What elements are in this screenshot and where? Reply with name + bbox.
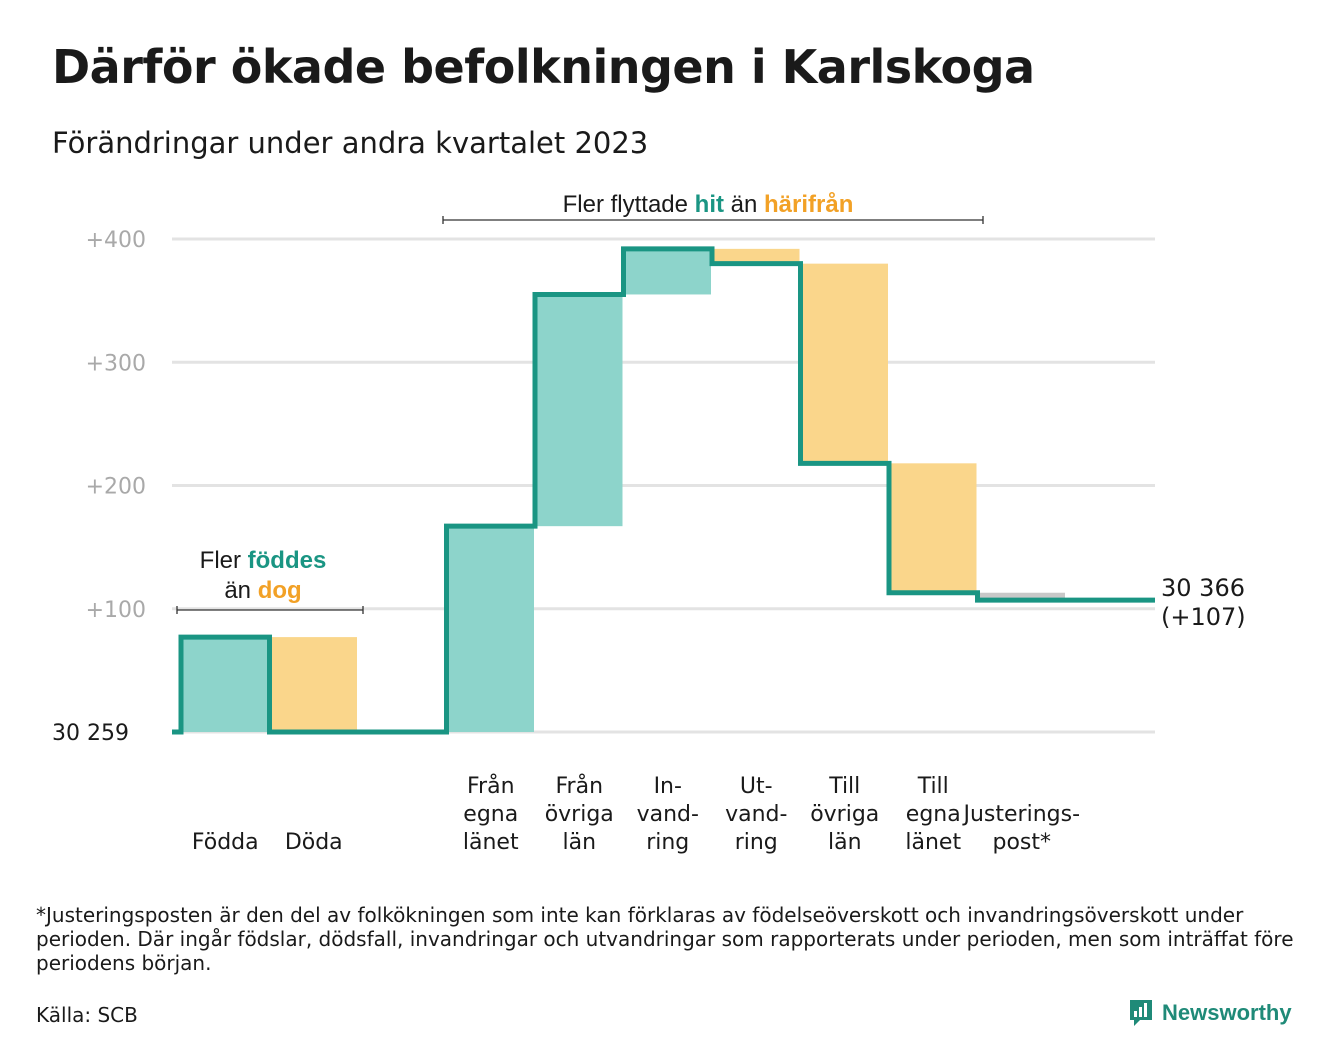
end-value-label: (+107) xyxy=(1161,603,1246,631)
category-label: In- xyxy=(654,774,682,799)
annotation-births: Fler föddes än dog xyxy=(176,547,364,614)
category-label: län xyxy=(828,830,862,855)
category-label: ring xyxy=(735,830,778,855)
annotation-part: än xyxy=(724,191,764,218)
category-label: Döda xyxy=(285,830,343,855)
bar-ut-vand-ring xyxy=(713,248,800,264)
annotation-part: föddes xyxy=(248,547,327,574)
bar-från-övriga-län xyxy=(536,294,623,527)
category-label: övriga xyxy=(810,802,879,827)
y-tick-label: +400 xyxy=(86,228,146,253)
category-label: län xyxy=(562,830,596,855)
category-label: Justerings- xyxy=(961,802,1080,827)
bar-födda xyxy=(182,637,269,732)
category-label: Födda xyxy=(192,830,259,855)
bar-justerings-post- xyxy=(978,592,1065,600)
category-label: post* xyxy=(992,830,1051,855)
annotation-text: Fler flyttade hit än härifrån xyxy=(563,191,854,218)
category-label: länet xyxy=(463,830,519,855)
waterfall-chart: +100 +200 +300 +400 Födda Döda Från egna länet Fr… xyxy=(52,191,1246,855)
chart-title: Därför ökade befolkningen i Karlskoga xyxy=(52,40,1035,94)
category-label: egna xyxy=(463,802,518,827)
annotation-text: än dog xyxy=(224,577,301,604)
y-tick-label: +200 xyxy=(86,475,146,500)
annotation-part: härifrån xyxy=(764,191,853,218)
category-label: egna xyxy=(906,802,961,827)
annotation-part: än xyxy=(224,577,257,604)
category-label: Till xyxy=(828,774,860,799)
start-value-label: 30 259 xyxy=(52,721,129,746)
brand-name: Newsworthy xyxy=(1162,1000,1292,1025)
bar-döda xyxy=(270,637,357,732)
category-label: Till xyxy=(917,774,949,799)
footnote: *Justeringsposten är den del av folkökni… xyxy=(36,903,1294,975)
annotation-part: Fler flyttade xyxy=(563,191,695,218)
annotation-text: Fler föddes xyxy=(200,547,327,574)
end-value-label: 30 366 xyxy=(1161,574,1245,602)
category-label: ring xyxy=(646,830,689,855)
category-label: övriga xyxy=(545,802,614,827)
category-label: Från xyxy=(467,773,515,799)
cumulative-step-line xyxy=(172,246,1155,735)
annotation-part: dog xyxy=(258,577,302,604)
chart-subtitle: Förändringar under andra kvartalet 2023 xyxy=(52,126,649,160)
y-tick-label: +300 xyxy=(86,351,146,376)
annotation-migration: Fler flyttade hit än härifrån xyxy=(442,191,984,224)
category-label: Ut- xyxy=(740,774,773,799)
category-label: länet xyxy=(905,830,961,855)
category-label: vand- xyxy=(637,802,699,827)
bar-till-övriga-län xyxy=(801,263,888,464)
bar-in-vand-ring xyxy=(624,248,711,295)
source-note: Källa: SCB xyxy=(36,1003,138,1027)
y-tick-label: +100 xyxy=(86,598,146,623)
annotation-part: hit xyxy=(695,191,724,218)
annotation-part: Fler xyxy=(200,547,248,574)
brand-logo: Newsworthy xyxy=(1128,998,1292,1028)
category-label: vand- xyxy=(725,802,787,827)
newsworthy-logo-icon xyxy=(1130,1000,1152,1026)
bar-till-egna-länet xyxy=(890,463,977,593)
category-label: Från xyxy=(555,773,603,799)
bar-från-egna-länet xyxy=(447,526,534,732)
